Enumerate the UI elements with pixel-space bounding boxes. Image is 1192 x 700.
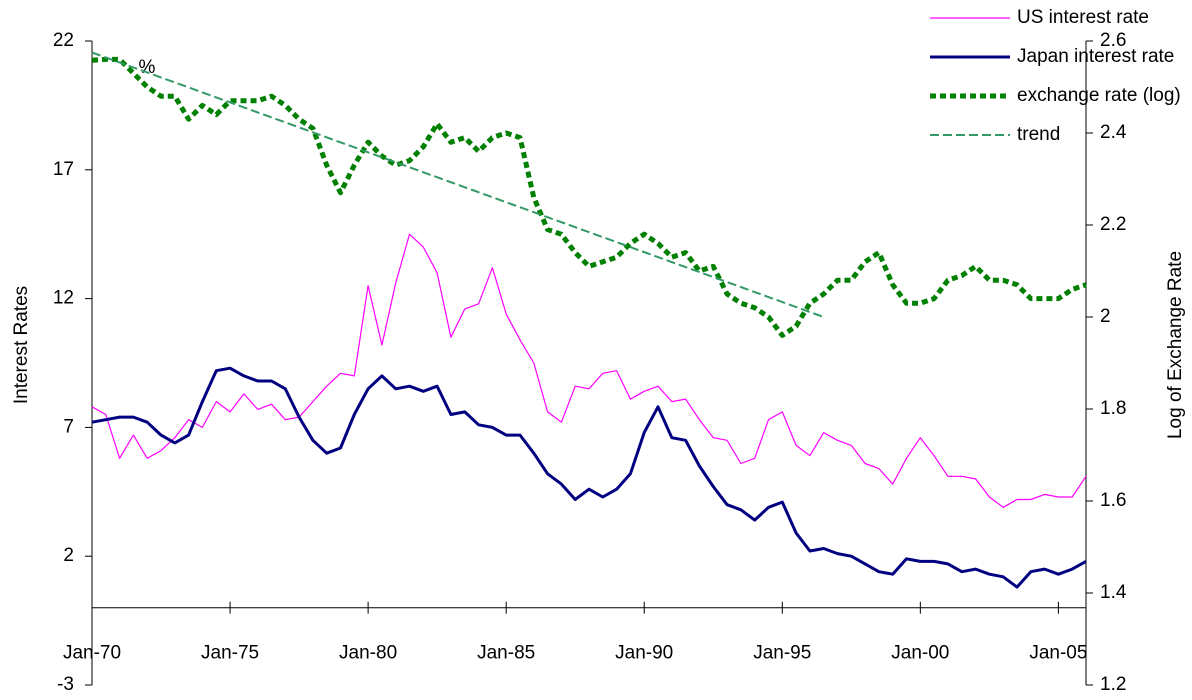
y2-axis-title: Log of Exchange Rate xyxy=(1165,251,1186,439)
y2-tick-label: 1.2 xyxy=(1100,674,1126,695)
x-tick-label: Jan-80 xyxy=(339,643,397,664)
x-tick-label: Jan-75 xyxy=(201,643,259,664)
y-tick-label: 7 xyxy=(63,416,74,437)
legend-label: US interest rate xyxy=(1017,7,1149,28)
legend-label: exchange rate (log) xyxy=(1017,85,1181,106)
legend-label: trend xyxy=(1017,124,1060,145)
series-line xyxy=(91,51,825,318)
series-line xyxy=(91,233,1087,508)
series-line xyxy=(91,366,1087,589)
legend-label: Japan interest rate xyxy=(1017,46,1174,67)
y2-tick-label: 1.4 xyxy=(1100,582,1127,603)
y2-tick-label: 2.6 xyxy=(1100,30,1126,51)
y2-tick-label: 2 xyxy=(1100,306,1111,327)
y2-tick-label: 1.8 xyxy=(1100,398,1126,419)
y2-tick-label: 2.2 xyxy=(1100,214,1126,235)
y-tick-label: -3 xyxy=(57,674,74,695)
y-tick-label: 2 xyxy=(63,545,74,566)
y-axis-title: Interest Rates xyxy=(11,286,32,404)
x-tick-label: Jan-90 xyxy=(615,643,673,664)
annotation: % xyxy=(139,57,156,78)
x-tick-label: Jan-95 xyxy=(753,643,811,664)
x-tick-label: Jan-70 xyxy=(63,643,121,664)
x-tick-label: Jan-85 xyxy=(477,643,535,664)
y2-tick-label: 1.6 xyxy=(1100,490,1126,511)
y2-tick-label: 2.4 xyxy=(1100,122,1127,143)
y-tick-label: 12 xyxy=(53,288,74,309)
y-tick-label: 22 xyxy=(53,30,74,51)
x-tick-label: Jan-00 xyxy=(891,643,949,664)
series-line xyxy=(91,56,1087,338)
x-tick-label: Jan-05 xyxy=(1029,643,1087,664)
y-tick-label: 17 xyxy=(53,159,74,180)
